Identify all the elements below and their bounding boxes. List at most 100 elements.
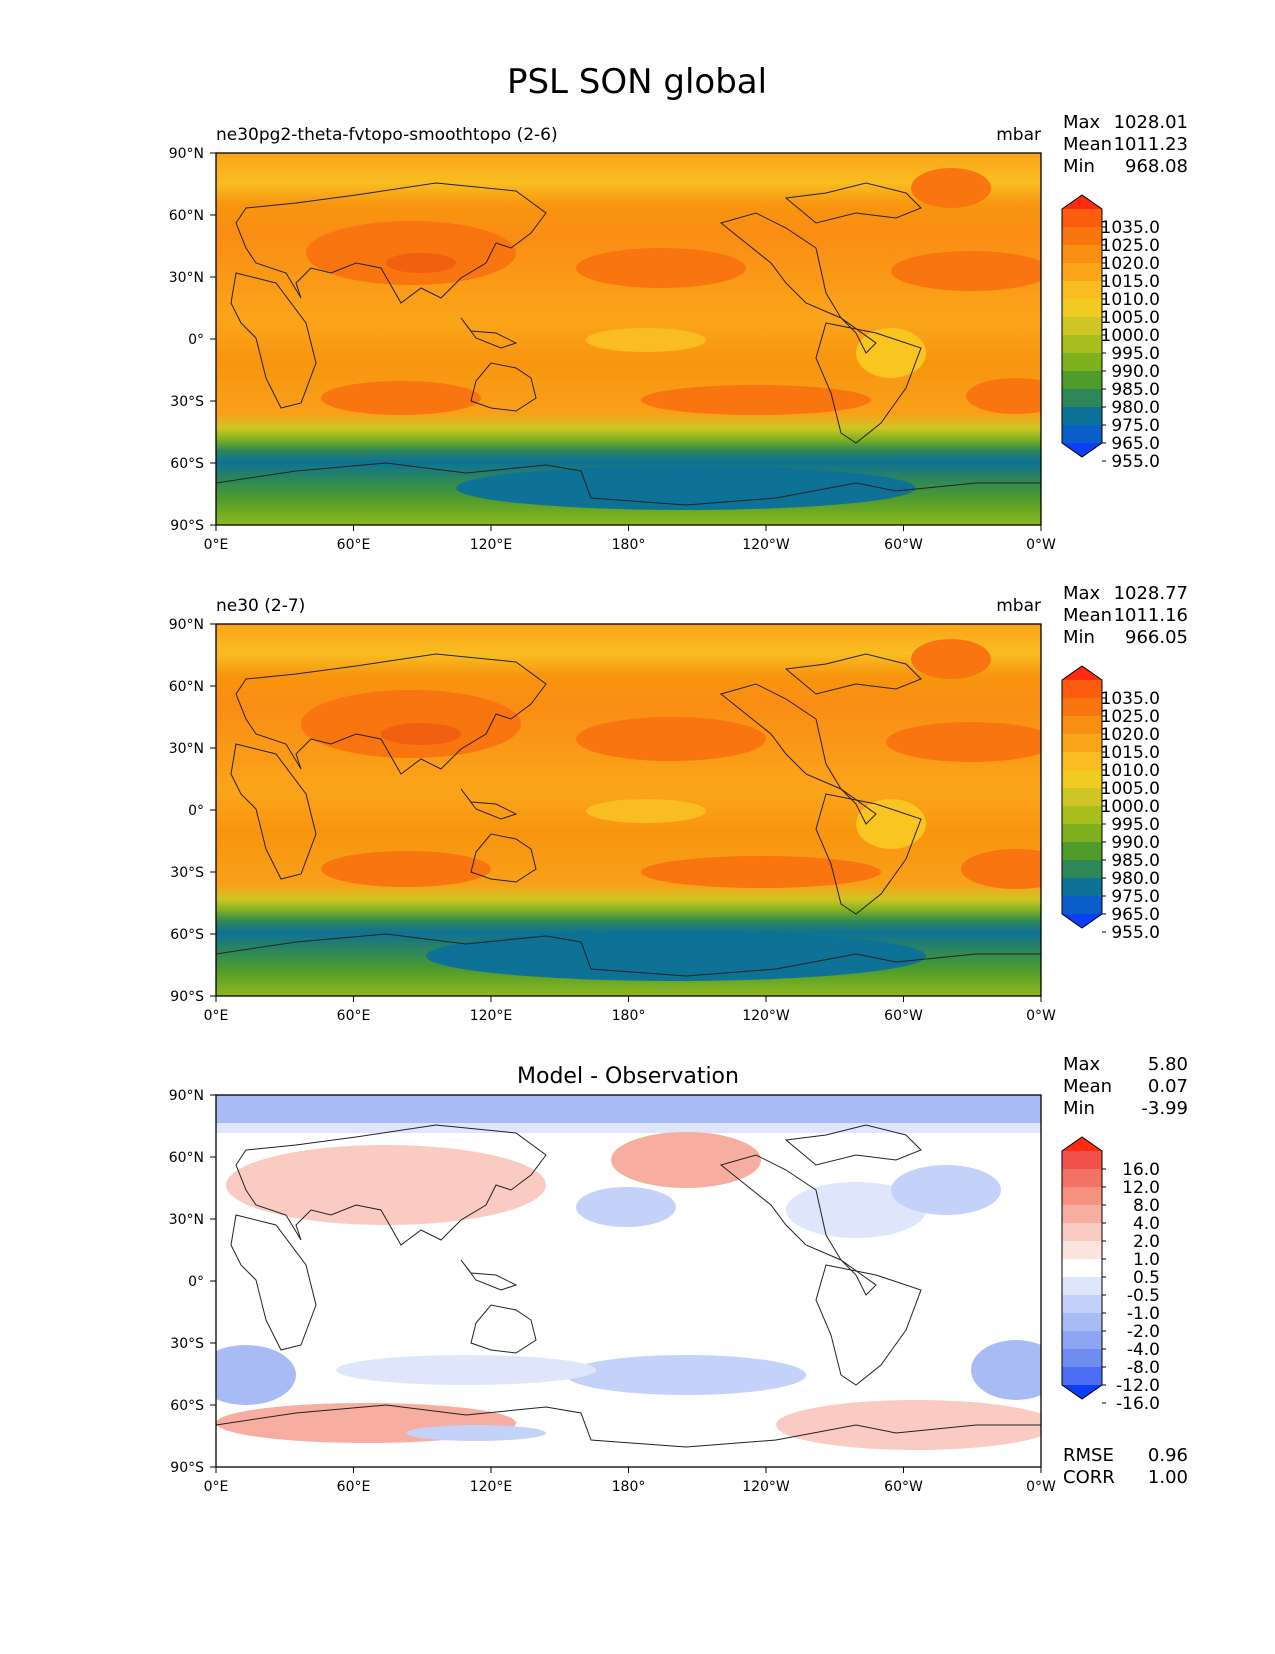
colorbar-label: 1010.0 xyxy=(1101,761,1160,781)
lon-tick-label: 0°W xyxy=(1026,537,1056,553)
anomaly-s-indian-neg xyxy=(336,1355,596,1385)
colorbar-label: 1000.0 xyxy=(1101,326,1160,346)
colorbar-label: 955.0 xyxy=(1111,452,1160,472)
lat-tick-label: 30°N xyxy=(169,1212,204,1228)
stat-mean-label: Mean xyxy=(1063,134,1112,155)
colorbar-extend-min xyxy=(1062,914,1102,928)
lat-tick-label: 60°N xyxy=(169,1150,204,1166)
high-pressure-greenland xyxy=(911,639,991,679)
colorbar-label: 1010.0 xyxy=(1101,290,1160,310)
panel-units: mbar xyxy=(996,125,1041,145)
anomaly-n-pacific-neg xyxy=(576,1187,676,1227)
colorbar-segment xyxy=(1062,1313,1102,1332)
high-pressure-s-pacific xyxy=(641,385,871,415)
lat-tick-label: 60°S xyxy=(170,456,204,472)
lon-axis: 0°E 60°E 120°E 180° 120°W 60°W 0°W xyxy=(204,525,1056,553)
antarctic-trough xyxy=(426,931,926,981)
lat-tick-label: 90°S xyxy=(170,518,204,534)
colorbar-label: 1035.0 xyxy=(1101,689,1160,709)
colorbar-segment xyxy=(1062,824,1102,843)
stats-block: Max 1028.01 Mean 1011.23 Min 968.08 xyxy=(1063,112,1188,177)
extra-stats: RMSE 0.96 CORR 1.00 xyxy=(1063,1445,1188,1488)
colorbar-label: 1005.0 xyxy=(1101,308,1160,328)
colorbar-label: 1.0 xyxy=(1133,1250,1160,1270)
colorbar-segment xyxy=(1062,806,1102,825)
colorbar-segment xyxy=(1062,1295,1102,1314)
colorbar-segment xyxy=(1062,389,1102,408)
colorbar: 16.012.08.04.02.01.00.5-0.5-1.0-2.0-4.0-… xyxy=(1061,1136,1160,1414)
lon-axis: 0°E 60°E 120°E 180° 120°W 60°W 0°W xyxy=(204,996,1056,1024)
colorbar-label: 1020.0 xyxy=(1101,254,1160,274)
stats-block: Max 1028.77 Mean 1011.16 Min 966.05 xyxy=(1063,583,1188,648)
colorbar-label: 1005.0 xyxy=(1101,779,1160,799)
rmse-label: RMSE xyxy=(1063,1445,1114,1466)
lat-tick-label: 60°S xyxy=(170,927,204,943)
stat-min-value: 968.08 xyxy=(1125,156,1188,177)
continents xyxy=(216,653,1041,977)
lat-tick-label: 30°S xyxy=(170,394,204,410)
colorbar-label: 1000.0 xyxy=(1101,797,1160,817)
colorbar-segment xyxy=(1062,407,1102,426)
anomaly-southern-ocean-pos-east xyxy=(776,1400,1041,1450)
colorbar-label: 1025.0 xyxy=(1101,236,1160,256)
high-pressure-n-atlantic xyxy=(891,251,1041,291)
lon-tick-label: 60°E xyxy=(337,1008,371,1024)
lat-tick-label: 60°S xyxy=(170,1398,204,1414)
lat-tick-label: 30°S xyxy=(170,1336,204,1352)
lon-tick-label: 180° xyxy=(612,1008,646,1024)
corr-label: CORR xyxy=(1063,1467,1115,1488)
lon-tick-label: 120°W xyxy=(742,1008,790,1024)
colorbar-label: 995.0 xyxy=(1111,815,1160,835)
lon-tick-label: 120°E xyxy=(470,1479,513,1495)
colorbar-segment xyxy=(1062,227,1102,246)
colorbar-label: 980.0 xyxy=(1111,398,1160,418)
stats-block: Max 5.80 Mean 0.07 Min -3.99 xyxy=(1063,1054,1188,1119)
colorbar-segment xyxy=(1062,788,1102,807)
colorbar-label: 1015.0 xyxy=(1101,743,1160,763)
colorbar-label: 1025.0 xyxy=(1101,707,1160,727)
stat-min-value: 966.05 xyxy=(1125,627,1188,648)
lon-tick-label: 0°E xyxy=(204,1008,229,1024)
colorbar-segment xyxy=(1062,263,1102,282)
colorbar-segment xyxy=(1062,425,1102,444)
lon-tick-label: 60°W xyxy=(884,537,923,553)
anomaly-n-pacific-pos xyxy=(611,1132,761,1188)
panel-test: ne30pg2-theta-fvtopo-smoothtopo (2-6) mb… xyxy=(169,112,1188,553)
colorbar-extend-max xyxy=(1062,1137,1102,1151)
arctic-negative xyxy=(216,1095,1041,1125)
colorbar-segment xyxy=(1062,698,1102,717)
high-pressure-n-atlantic xyxy=(886,722,1041,762)
colorbar-extend-min xyxy=(1062,443,1102,457)
colorbar-segment xyxy=(1062,878,1102,897)
colorbar-segment xyxy=(1062,1349,1102,1368)
high-pressure-asia-core xyxy=(381,723,461,745)
colorbar: 1035.01025.01020.01015.01010.01005.01000… xyxy=(1061,665,1160,943)
panel-center-title: Model - Observation xyxy=(517,1064,739,1089)
colorbar-label: 995.0 xyxy=(1111,344,1160,364)
colorbar-segment xyxy=(1062,680,1102,699)
colorbar-label: -1.0 xyxy=(1127,1304,1160,1324)
colorbar-label: 16.0 xyxy=(1122,1160,1160,1180)
lat-tick-label: 30°S xyxy=(170,865,204,881)
lon-tick-label: 180° xyxy=(612,1479,646,1495)
colorbar-segment xyxy=(1062,1277,1102,1296)
high-pressure-s-pacific xyxy=(641,856,881,888)
lat-tick-label: 90°N xyxy=(169,617,204,633)
colorbar-label: 965.0 xyxy=(1111,434,1160,454)
colorbar-label: 4.0 xyxy=(1133,1214,1160,1234)
lon-tick-label: 60°E xyxy=(337,1479,371,1495)
colorbar-label: -12.0 xyxy=(1116,1376,1160,1396)
lon-tick-label: 60°E xyxy=(337,537,371,553)
equatorial-low xyxy=(586,328,706,352)
anomaly-s-atlantic-neg xyxy=(216,1345,296,1405)
colorbar-segment xyxy=(1062,299,1102,318)
equatorial-low xyxy=(586,799,706,823)
high-pressure-greenland xyxy=(911,168,991,208)
figure-title: PSL SON global xyxy=(507,62,767,102)
stat-max-value: 1028.77 xyxy=(1114,583,1188,604)
colorbar-segment xyxy=(1062,281,1102,300)
colorbar-label: 990.0 xyxy=(1111,362,1160,382)
stat-max-label: Max xyxy=(1063,1054,1101,1075)
colorbar-segment xyxy=(1062,1151,1102,1170)
stat-mean-label: Mean xyxy=(1063,1076,1112,1097)
